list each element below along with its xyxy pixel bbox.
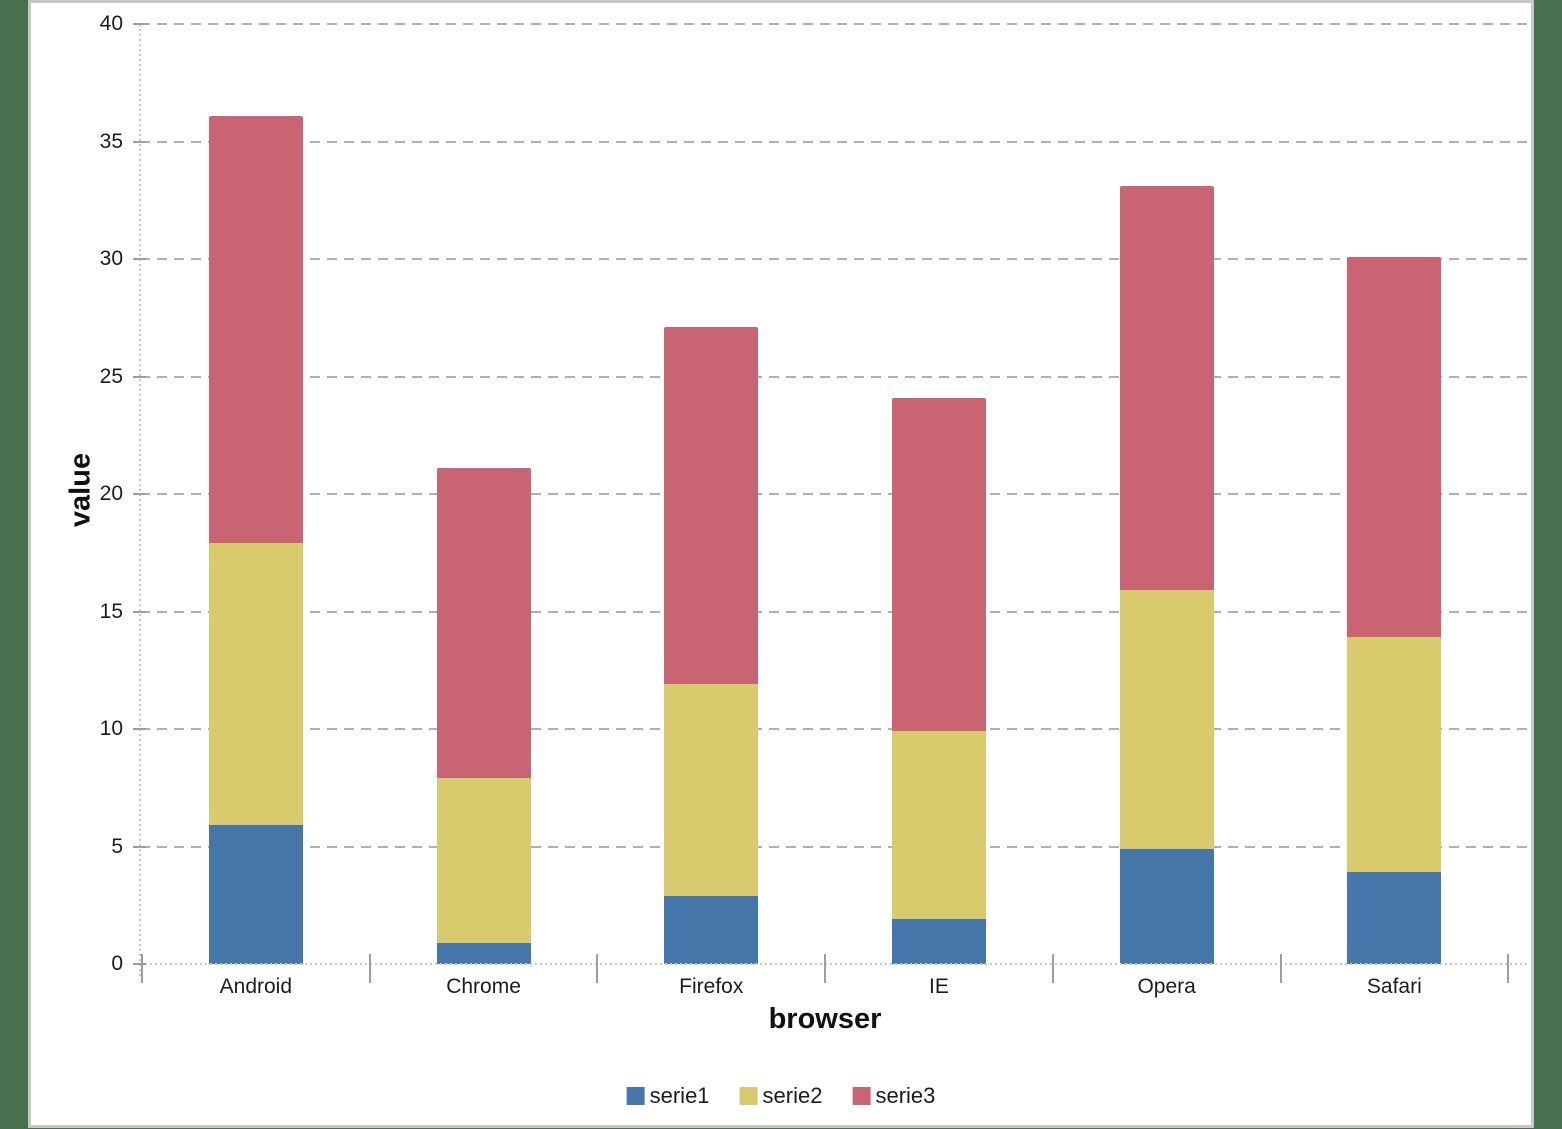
y-tick-mark-15: [133, 610, 146, 613]
bar-segment-opera-serie1: [1119, 848, 1214, 964]
x-category-label-chrome: Chrome: [446, 975, 521, 998]
x-category-label-opera: Opera: [1137, 975, 1196, 998]
legend: serie1 serie2 serie3: [626, 1083, 935, 1109]
bar-segment-ie-serie1: [891, 919, 986, 964]
x-tick-mark-2: [596, 954, 599, 983]
bar-segment-ie-serie2: [891, 731, 986, 920]
legend-label-serie2: serie2: [762, 1083, 823, 1108]
bar-segment-firefox-serie2: [664, 684, 759, 896]
x-axis-line: [140, 963, 1530, 965]
gridline-10: [140, 728, 1530, 730]
bar-segment-safari-serie3: [1347, 256, 1442, 638]
bar-segment-android-serie2: [208, 543, 303, 826]
legend-swatch-serie1: [626, 1087, 645, 1105]
y-tick-mark-35: [133, 140, 146, 143]
bar-segment-chrome-serie1: [436, 942, 531, 964]
y-tick-mark-0: [133, 963, 146, 965]
bar-segment-safari-serie2: [1347, 637, 1442, 873]
x-tick-mark-5: [1279, 954, 1282, 983]
gridline-5: [140, 845, 1530, 848]
x-tick-mark-0: [141, 954, 143, 983]
legend-swatch-serie3: [852, 1087, 871, 1105]
y-tick-label-40: 40: [99, 12, 123, 35]
y-tick-label-35: 35: [99, 129, 123, 153]
x-tick-mark-3: [824, 954, 827, 983]
x-category-label-ie: IE: [929, 975, 949, 998]
y-tick-mark-40: [133, 23, 146, 25]
x-tick-mark-4: [1051, 954, 1054, 983]
y-tick-mark-10: [133, 728, 146, 730]
y-tick-label-25: 25: [99, 364, 123, 388]
bar-segment-opera-serie3: [1119, 186, 1214, 591]
y-tick-mark-5: [133, 845, 146, 848]
bar-segment-firefox-serie1: [664, 895, 759, 964]
bar-segment-ie-serie3: [891, 397, 986, 732]
y-tick-label-15: 15: [99, 599, 123, 623]
chart-canvas: 0 5 10 15 20 25 30 35 40 Android Chrome Firefox IE O…: [28, 0, 1534, 1128]
bar-segment-chrome-serie2: [436, 778, 531, 943]
gridline-20: [140, 493, 1530, 495]
bar-segment-android-serie3: [208, 115, 303, 544]
x-category-label-android: Android: [219, 975, 293, 998]
legend-item-serie3: serie3: [852, 1083, 935, 1109]
x-axis-title: browser: [768, 1003, 882, 1035]
gridline-40: [140, 23, 1530, 25]
y-tick-mark-30: [133, 258, 146, 260]
legend-item-serie2: serie2: [739, 1083, 823, 1109]
x-tick-mark-6: [1507, 954, 1510, 983]
y-axis-line: [139, 24, 141, 976]
bar-segment-opera-serie2: [1119, 590, 1214, 849]
y-tick-label-5: 5: [111, 834, 123, 858]
y-tick-label-20: 20: [99, 482, 123, 505]
legend-swatch-serie2: [739, 1087, 758, 1105]
gridline-30: [140, 258, 1530, 260]
legend-label-serie3: serie3: [875, 1083, 936, 1108]
legend-item-serie1: serie1: [626, 1083, 710, 1109]
x-category-label-firefox: Firefox: [679, 975, 744, 998]
bar-segment-safari-serie1: [1347, 872, 1442, 964]
x-tick-mark-1: [368, 954, 371, 983]
y-tick-mark-25: [133, 375, 146, 378]
gridline-35: [140, 140, 1530, 143]
legend-label-serie1: serie1: [649, 1083, 710, 1108]
bar-segment-chrome-serie3: [436, 468, 531, 779]
x-category-label-safari: Safari: [1366, 975, 1422, 998]
bar-segment-firefox-serie3: [664, 327, 759, 685]
y-tick-label-10: 10: [99, 717, 123, 740]
gridline-15: [140, 610, 1530, 613]
y-axis-title: value: [64, 452, 97, 528]
plot-area: [31, 3, 1531, 1125]
y-tick-label-30: 30: [99, 247, 123, 270]
gridline-25: [140, 375, 1530, 378]
y-tick-mark-20: [133, 493, 146, 495]
bar-segment-android-serie1: [208, 825, 303, 964]
y-tick-label-0: 0: [111, 952, 123, 975]
